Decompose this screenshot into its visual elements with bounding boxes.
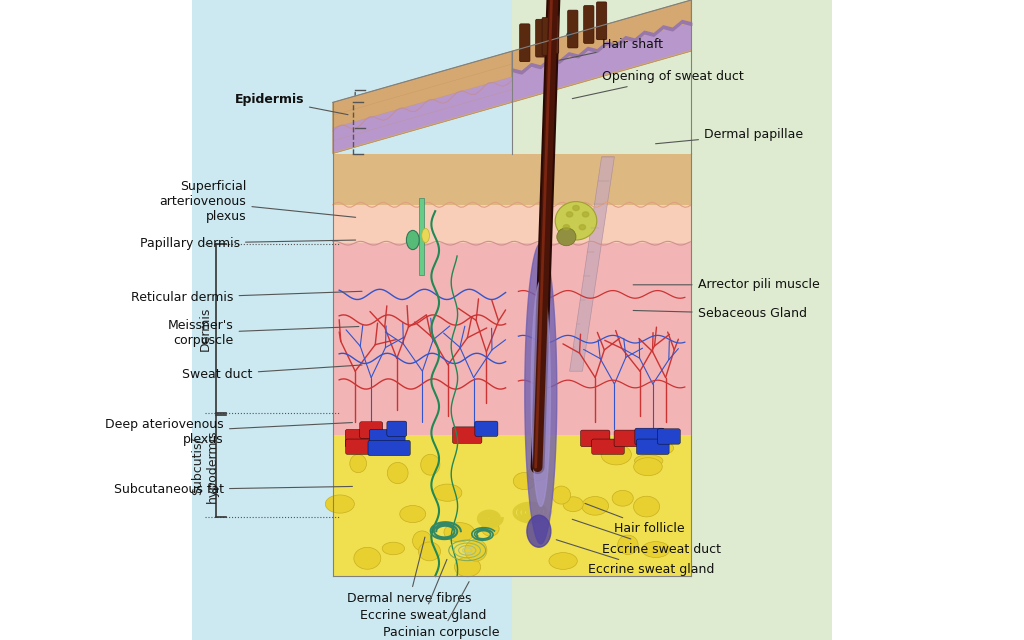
FancyBboxPatch shape — [368, 440, 411, 456]
Text: Hair follicle: Hair follicle — [585, 504, 685, 534]
Ellipse shape — [549, 552, 578, 570]
Ellipse shape — [399, 506, 426, 523]
Text: Subcutaneous fat: Subcutaneous fat — [114, 483, 352, 496]
FancyBboxPatch shape — [614, 430, 640, 447]
Ellipse shape — [563, 497, 584, 512]
Polygon shape — [569, 157, 614, 371]
Ellipse shape — [634, 496, 659, 517]
Polygon shape — [333, 51, 512, 154]
Text: Subcutis/
hypodermis: Subcutis/ hypodermis — [190, 429, 219, 502]
FancyBboxPatch shape — [549, 15, 559, 53]
Text: Eccrine sweat duct: Eccrine sweat duct — [572, 519, 721, 556]
Ellipse shape — [583, 212, 589, 217]
Ellipse shape — [648, 442, 674, 455]
Ellipse shape — [580, 225, 586, 230]
FancyBboxPatch shape — [635, 428, 665, 445]
Ellipse shape — [612, 490, 633, 506]
Text: Eccrine sweat gland: Eccrine sweat gland — [360, 559, 486, 622]
Ellipse shape — [563, 225, 569, 230]
Ellipse shape — [407, 230, 419, 250]
Ellipse shape — [617, 535, 638, 554]
FancyBboxPatch shape — [512, 0, 831, 640]
Ellipse shape — [528, 467, 548, 481]
Ellipse shape — [572, 205, 580, 211]
Ellipse shape — [350, 454, 367, 473]
FancyBboxPatch shape — [512, 435, 691, 576]
Ellipse shape — [601, 445, 632, 465]
Ellipse shape — [566, 212, 572, 217]
Ellipse shape — [326, 495, 354, 513]
FancyBboxPatch shape — [637, 439, 669, 454]
Ellipse shape — [635, 455, 663, 467]
Ellipse shape — [465, 540, 486, 561]
FancyBboxPatch shape — [370, 429, 406, 447]
FancyBboxPatch shape — [512, 154, 691, 205]
Text: Dermis: Dermis — [199, 307, 211, 351]
FancyBboxPatch shape — [193, 0, 512, 640]
Text: Pacinian corpuscle: Pacinian corpuscle — [383, 582, 500, 639]
Ellipse shape — [354, 547, 381, 569]
Ellipse shape — [552, 486, 570, 504]
Ellipse shape — [422, 228, 429, 243]
Polygon shape — [512, 0, 691, 102]
FancyBboxPatch shape — [387, 421, 407, 436]
Polygon shape — [525, 243, 557, 544]
Ellipse shape — [555, 202, 597, 240]
FancyBboxPatch shape — [419, 198, 424, 275]
FancyBboxPatch shape — [584, 6, 594, 44]
Polygon shape — [333, 77, 512, 152]
Text: Superficial
arteriovenous
plexus: Superficial arteriovenous plexus — [160, 180, 355, 223]
FancyBboxPatch shape — [512, 243, 691, 435]
Text: Reticular dermis: Reticular dermis — [131, 291, 362, 304]
Text: Sweat duct: Sweat duct — [182, 365, 362, 381]
Ellipse shape — [642, 541, 670, 557]
FancyBboxPatch shape — [657, 429, 680, 444]
Ellipse shape — [527, 515, 551, 547]
Ellipse shape — [419, 542, 440, 561]
Ellipse shape — [455, 557, 480, 577]
FancyBboxPatch shape — [359, 422, 383, 438]
Ellipse shape — [634, 458, 663, 476]
Text: Sebaceous Gland: Sebaceous Gland — [633, 307, 807, 320]
Text: Hair shaft: Hair shaft — [559, 38, 663, 60]
Polygon shape — [512, 22, 691, 101]
FancyBboxPatch shape — [536, 19, 546, 57]
Text: Dermal papillae: Dermal papillae — [655, 128, 803, 144]
FancyBboxPatch shape — [333, 435, 512, 576]
Text: Opening of sweat duct: Opening of sweat duct — [572, 70, 743, 99]
Ellipse shape — [513, 472, 536, 490]
FancyBboxPatch shape — [346, 439, 382, 454]
Ellipse shape — [387, 463, 409, 484]
Ellipse shape — [413, 531, 432, 551]
Ellipse shape — [433, 484, 462, 501]
FancyBboxPatch shape — [581, 430, 610, 447]
Ellipse shape — [382, 542, 404, 555]
FancyBboxPatch shape — [333, 154, 512, 205]
Text: Arrector pili muscle: Arrector pili muscle — [633, 278, 819, 291]
FancyBboxPatch shape — [542, 17, 552, 55]
Text: Eccrine sweat gland: Eccrine sweat gland — [556, 540, 714, 576]
FancyBboxPatch shape — [345, 429, 378, 447]
Ellipse shape — [421, 454, 440, 475]
Ellipse shape — [557, 228, 575, 246]
FancyBboxPatch shape — [592, 439, 625, 454]
FancyBboxPatch shape — [475, 421, 498, 436]
FancyBboxPatch shape — [333, 243, 512, 435]
Ellipse shape — [481, 522, 499, 536]
FancyBboxPatch shape — [453, 427, 482, 444]
FancyBboxPatch shape — [333, 205, 512, 243]
Text: Epidermis: Epidermis — [234, 93, 348, 115]
Text: Dermal nerve fibres: Dermal nerve fibres — [347, 537, 472, 605]
Text: Papillary dermis: Papillary dermis — [140, 237, 355, 250]
FancyBboxPatch shape — [596, 2, 606, 40]
Ellipse shape — [582, 497, 608, 515]
FancyBboxPatch shape — [567, 10, 578, 48]
Ellipse shape — [567, 33, 572, 36]
FancyBboxPatch shape — [520, 24, 530, 61]
Text: Meissner's
corpuscle: Meissner's corpuscle — [168, 319, 358, 347]
Polygon shape — [531, 281, 551, 506]
Ellipse shape — [444, 523, 475, 542]
Text: Deep ateriovenous
plexus: Deep ateriovenous plexus — [105, 418, 352, 446]
FancyBboxPatch shape — [512, 205, 691, 243]
